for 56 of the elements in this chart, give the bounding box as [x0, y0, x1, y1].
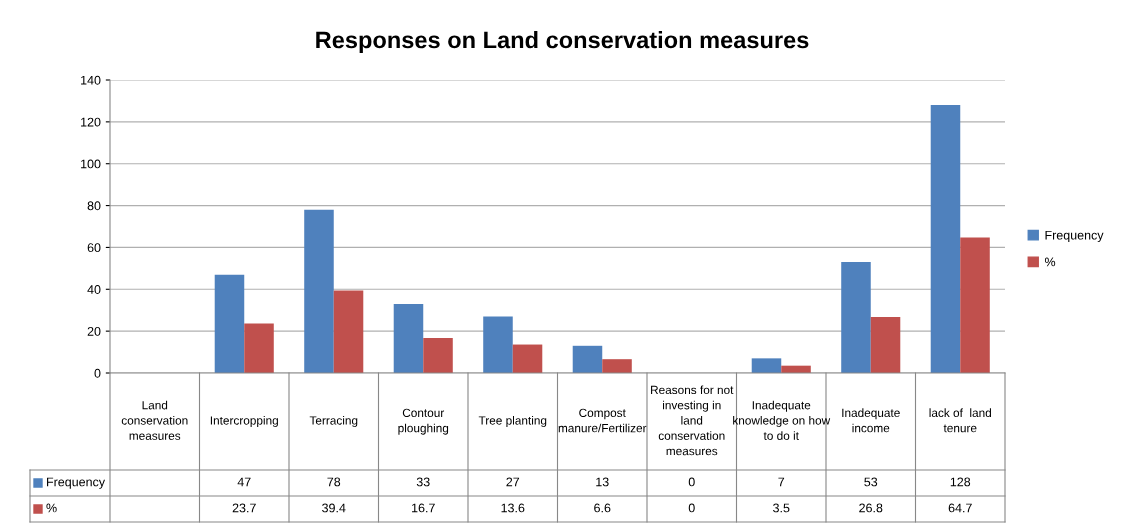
bar — [841, 262, 871, 373]
data-label: 47 — [237, 477, 251, 487]
y-tick-label: 40 — [87, 285, 101, 294]
x-tick-label: Inadequate knowledge on how to do it — [733, 400, 831, 440]
data-label: 13 — [596, 477, 609, 487]
data-label: 39.4 — [322, 503, 346, 513]
y-tick-label: 20 — [87, 326, 101, 336]
legend-label: Frequency — [1045, 230, 1104, 243]
bar — [214, 274, 245, 373]
data-label: 78 — [327, 477, 341, 487]
bar — [572, 345, 603, 373]
bar — [393, 303, 424, 373]
data-label: 13.6 — [501, 503, 525, 513]
legend-label: % — [1044, 257, 1056, 267]
bar — [512, 344, 543, 373]
data-label: 33 — [416, 477, 430, 487]
data-label: 53 — [864, 477, 878, 487]
bar — [870, 316, 901, 373]
x-tick-label: lack of land tenure — [929, 408, 991, 433]
x-tick-label: Terracing — [309, 416, 358, 427]
y-tick-label: 0 — [94, 368, 101, 378]
bar — [244, 323, 274, 373]
data-label: 7 — [778, 477, 785, 487]
bar — [333, 290, 364, 373]
data-label: 128 — [950, 477, 971, 487]
y-tick-label: 100 — [81, 159, 101, 169]
data-label: 0 — [688, 477, 695, 487]
bar — [423, 338, 453, 373]
x-tick-label: Reasons for not investing in land conservation measures — [651, 385, 734, 456]
x-tick-label: Land conservation measures — [121, 400, 188, 440]
text: % — [46, 503, 57, 513]
x-tick-label: Compost manure/Fertilizer — [558, 408, 647, 433]
bar — [304, 209, 334, 373]
bar — [602, 359, 632, 373]
y-tick-label: 140 — [81, 75, 101, 85]
x-tick-label: Tree planting — [478, 416, 547, 427]
bar — [483, 316, 513, 373]
text: Frequency — [47, 477, 106, 489]
y-tick-label: 80 — [87, 201, 101, 211]
data-label: 27 — [506, 477, 520, 487]
x-tick-label: Inadequate income — [842, 408, 900, 433]
data-label: 16.7 — [412, 503, 435, 513]
data-label: 0 — [688, 503, 695, 513]
data-label: 3.5 — [773, 503, 790, 513]
bar — [960, 237, 990, 373]
x-tick-label: Contour ploughing — [398, 408, 449, 435]
data-label: 6.6 — [594, 503, 611, 513]
bar — [930, 105, 961, 373]
data-label: 64.7 — [948, 503, 972, 513]
data-label: 26.8 — [859, 503, 883, 513]
y-tick-label: 120 — [81, 117, 101, 127]
x-tick-label: Intercropping — [210, 416, 278, 427]
data-label: 23.7 — [232, 503, 256, 513]
chart-title: Responses on Land conservation measures — [316, 31, 809, 53]
bar — [751, 358, 782, 373]
y-tick-label: 60 — [87, 243, 101, 253]
